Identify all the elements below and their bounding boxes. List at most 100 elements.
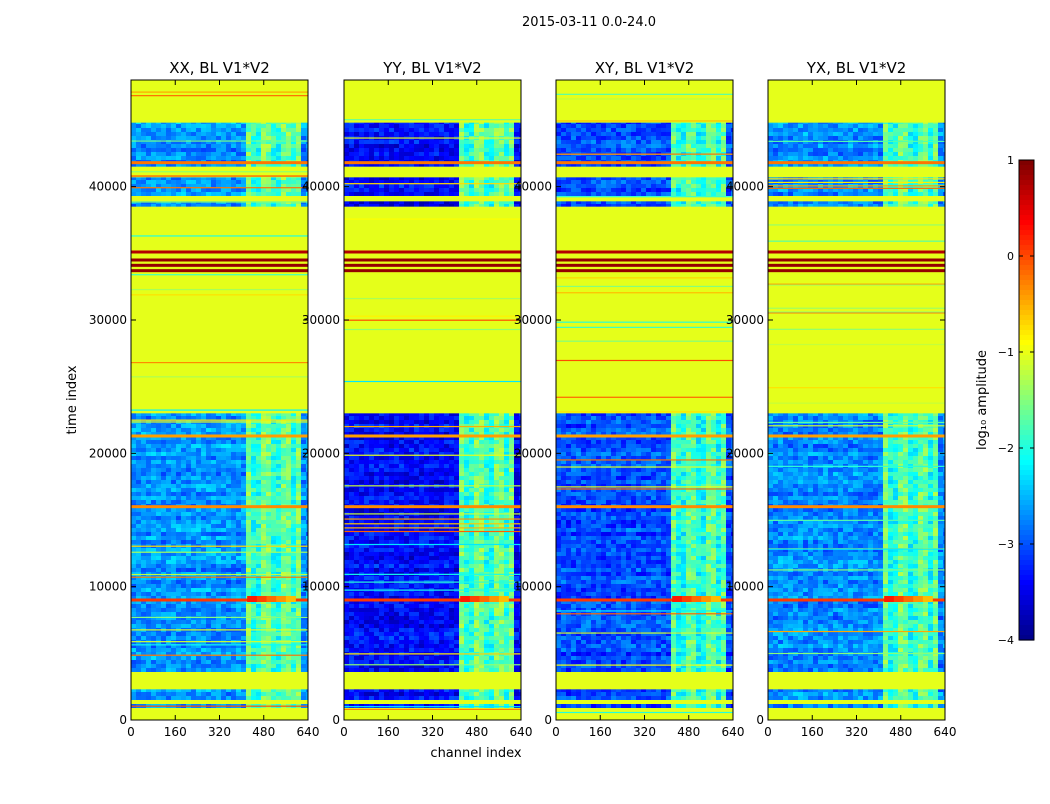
- heatmap-cell: [156, 184, 162, 189]
- heatmap-cell: [241, 496, 247, 501]
- heatmap-cell: [206, 592, 212, 597]
- heatmap-cell: [146, 480, 152, 485]
- heatmap-cell: [171, 124, 177, 129]
- heatmap-cell: [141, 532, 147, 537]
- heatmap-cell: [201, 620, 207, 625]
- heatmap-cell: [211, 616, 217, 621]
- heatmap-cell: [166, 428, 172, 433]
- heatmap-cell: [266, 424, 272, 429]
- heatmap-cell: [146, 148, 152, 153]
- heatmap-cell: [241, 476, 247, 481]
- heatmap-cell: [221, 532, 227, 537]
- heatmap-cell: [196, 148, 202, 153]
- heatmap-cell: [151, 596, 157, 601]
- heatmap-cell: [156, 540, 162, 545]
- heatmap-cell: [216, 612, 222, 617]
- heatmap-cell: [141, 536, 147, 541]
- heatmap-cell: [266, 432, 272, 437]
- heatmap-cell: [191, 496, 197, 501]
- heatmap-cell: [206, 440, 212, 445]
- heatmap-cell: [276, 164, 282, 169]
- heatmap-cell: [256, 140, 262, 145]
- heatmap-cell: [151, 436, 157, 441]
- heatmap-cell: [141, 556, 147, 561]
- heatmap-cell: [241, 144, 247, 149]
- heatmap-cell: [171, 440, 177, 445]
- heatmap-cell: [211, 148, 217, 153]
- heatmap-cell: [296, 568, 302, 573]
- heatmap-cell: [261, 144, 267, 149]
- heatmap-cell: [291, 144, 297, 149]
- heatmap-cell: [276, 152, 282, 157]
- heatmap-cell: [131, 484, 137, 489]
- heatmap-cell: [206, 156, 212, 161]
- heatmap-cell: [171, 520, 177, 525]
- heatmap-cell: [266, 532, 272, 537]
- heatmap-cell: [301, 176, 307, 181]
- heatmap-cell: [151, 540, 157, 545]
- heatmap-cell: [161, 192, 167, 197]
- heatmap-cell: [261, 444, 267, 449]
- heatmap-cell: [206, 536, 212, 541]
- heatmap-cell: [151, 528, 157, 533]
- heatmap-cell: [281, 532, 287, 537]
- heatmap-cell: [296, 532, 302, 537]
- heatmap-cell: [271, 524, 277, 529]
- heatmap-cell: [231, 564, 237, 569]
- heatmap-cell: [276, 148, 282, 153]
- heatmap-cell: [166, 620, 172, 625]
- heatmap-cell: [281, 132, 287, 137]
- heatmap-cell: [221, 180, 227, 185]
- heatmap-cell: [211, 480, 217, 485]
- heatmap-cell: [166, 440, 172, 445]
- heatmap-cell: [306, 484, 308, 489]
- heatmap-cell: [181, 592, 187, 597]
- heatmap-cell: [256, 456, 262, 461]
- heatmap-cell: [256, 560, 262, 565]
- heatmap-cell: [276, 188, 282, 193]
- heatmap-cell: [256, 568, 262, 573]
- heatmap-cell: [201, 484, 207, 489]
- heatmap-cell: [296, 188, 302, 193]
- heatmap-cell: [181, 124, 187, 129]
- heatmap-cell: [241, 136, 247, 141]
- heatmap-cell: [291, 468, 297, 473]
- heatmap-cell: [281, 564, 287, 569]
- heatmap-cell: [261, 600, 267, 605]
- heatmap-cell: [141, 440, 147, 445]
- heatmap-cell: [201, 632, 207, 637]
- heatmap-cell: [231, 468, 237, 473]
- heatmap-cell: [216, 152, 222, 157]
- heatmap-cell: [146, 188, 152, 193]
- heatmap-cell: [156, 580, 162, 585]
- heatmap-cell: [191, 492, 197, 497]
- heatmap-cell: [131, 608, 137, 613]
- heatmap-cell: [231, 124, 237, 129]
- heatmap-cell: [226, 592, 232, 597]
- heatmap-cell: [296, 136, 302, 141]
- heatmap-cell: [271, 612, 277, 617]
- heatmap-cell: [236, 600, 242, 605]
- heatmap-cell: [176, 624, 182, 629]
- heatmap-cell: [261, 580, 267, 585]
- heatmap-cell: [241, 580, 247, 585]
- heatmap-cell: [256, 600, 262, 605]
- heatmap-cell: [291, 140, 297, 145]
- heatmap-cell: [281, 616, 287, 621]
- heatmap-cell: [246, 620, 252, 625]
- heatmap-cell: [161, 412, 167, 417]
- heatmap-cell: [131, 452, 137, 457]
- heatmap-cell: [246, 584, 252, 589]
- heatmap-cell: [206, 512, 212, 517]
- heatmap-cell: [251, 588, 257, 593]
- heatmap-cell: [131, 156, 137, 161]
- heatmap-cell: [221, 620, 227, 625]
- heatmap-cell: [171, 444, 177, 449]
- heatmap-cell: [246, 508, 252, 513]
- heatmap-cell: [146, 476, 152, 481]
- heatmap-cell: [206, 136, 212, 141]
- heatmap-cell: [181, 484, 187, 489]
- heatmap-cell: [206, 184, 212, 189]
- heatmap-cell: [156, 624, 162, 629]
- heatmap-cell: [231, 464, 237, 469]
